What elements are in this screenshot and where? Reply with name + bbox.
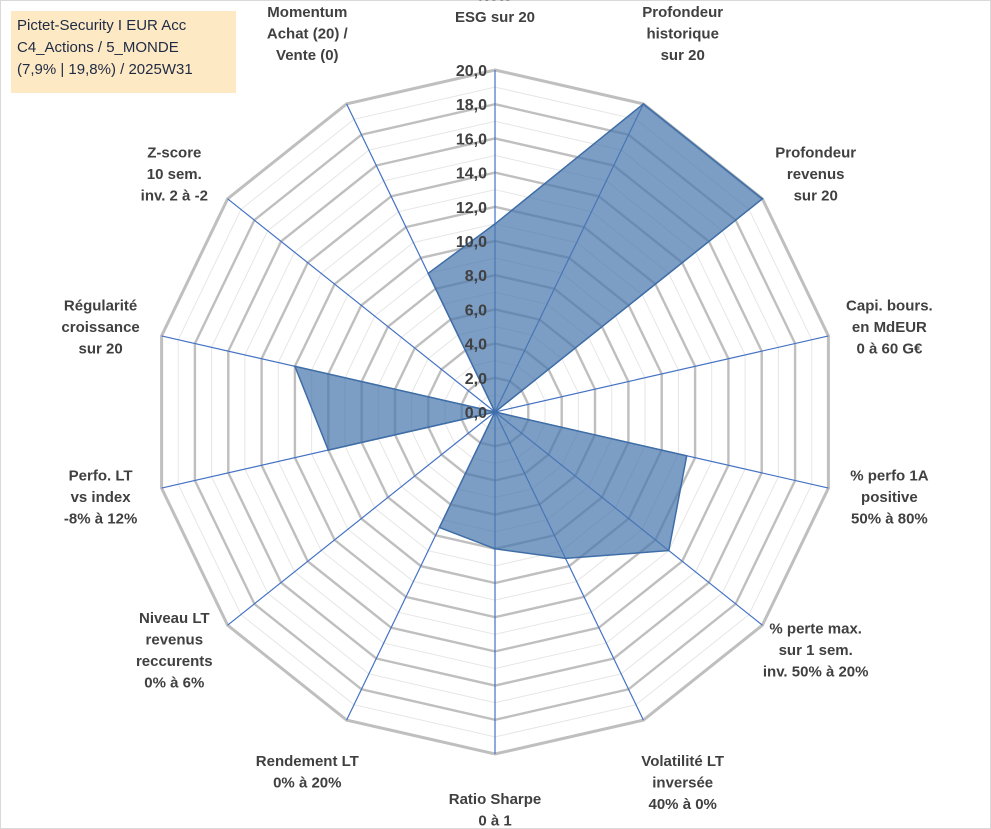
series-point [668,549,670,552]
axis-label-line: Momentum [267,4,347,21]
series-point [564,557,567,560]
series-point [494,411,496,413]
axis-label: Rendement LT 0% à 20% [256,753,359,792]
axis-label: Ratio Sharpe 0 à 1 [449,791,542,829]
series-area [293,102,764,560]
axis-label-line: % perfo 1A [850,468,929,485]
chart-title-box: Pictet-Security I EUR Acc C4_Actions / 5… [11,11,236,93]
axis-label-line: 0 à 1 [478,813,511,829]
axis-label-line: % perte max. [769,621,862,638]
series-point [438,526,441,529]
axis-label-line: Capi. bours. [846,298,933,315]
tick-label: 6,0 [465,302,487,319]
tick-label: 12,0 [456,200,487,217]
tick-label: 2,0 [465,371,487,388]
axis-label-line: Régularité [64,298,137,315]
axis-label-line: 0% à 6% [144,674,204,691]
series-point [761,198,764,200]
axis-label-line: sur 20 [661,47,705,64]
tick-label: 4,0 [465,337,487,354]
axis-label-line: revenus [787,166,845,183]
axis-spoke [227,411,496,626]
axis-label-line: Ratio Sharpe [449,791,542,808]
axis-label-line: sur 20 [78,341,122,358]
series-point [642,103,645,105]
axis-label-line: Vente (0) [276,47,339,64]
axis-label-line: Note [478,0,511,5]
axis-label: Volatilité LT inversée 40% à 0% [641,753,724,813]
series-point [685,455,688,457]
axis-label-line: en MdEUR [852,319,927,336]
tick-label: 18,0 [456,97,487,114]
tick-label: 20,0 [456,63,487,80]
series-point [327,449,330,451]
series-point [427,272,430,275]
axis-label-line: Perfo. LT [69,468,133,485]
axis-label: Note ESG sur 20 [455,0,535,26]
tick-label: 10,0 [456,234,487,251]
axis-label-line: inv. 50% à 20% [763,664,869,681]
axis-label-line: revenus [146,631,204,648]
axis-label-line: Volatilité LT [641,753,724,770]
tick-label-layer: 0,0 2,0 4,0 6,0 8,0 10,0 12,0 14,0 16,0 18,0 20,0 [456,63,487,422]
series-point [494,223,496,225]
axis-label-line: croissance [61,319,139,336]
axis-label: Profondeur historique sur 20 [642,4,723,64]
axis-label-line: 50% à 80% [851,511,928,528]
axis-label: Z-score 10 sem. inv. 2 à -2 [141,144,208,204]
axis-label-line: ESG sur 20 [455,9,535,26]
axis-label-line: vs index [71,489,132,506]
axis-label-line: 40% à 0% [649,796,717,813]
axis-label-line: 0 à 60 G€ [856,341,923,358]
axis-label: Perfo. LT vs index -8% à 12% [64,468,137,528]
axis-label-line: sur 20 [794,187,838,204]
tick-label: 0,0 [465,405,487,422]
title-line-category: C4_Actions / 5_MONDE [17,39,179,56]
axis-label-line: inv. 2 à -2 [141,187,208,204]
axis-label: % perfo 1A positive 50% à 80% [850,468,929,528]
axis-label-line: Achat (20) / [267,25,349,42]
axis-label-line: Profondeur [642,4,723,21]
axis-label: Niveau LT revenus reccurents 0% à 6% [136,610,213,692]
title-line-fund: Pictet-Security I EUR Acc [17,17,187,34]
axis-label-line: -8% à 12% [64,511,137,528]
axis-label-line: Z-score [147,144,201,161]
axis-label-line: 10 sem. [147,166,202,183]
axis-label-line: positive [861,489,918,506]
series-point [294,365,296,368]
axis-spoke [227,198,496,413]
series-point [494,548,496,550]
tick-label: 14,0 [456,166,487,183]
axis-label-line: 0% à 20% [273,775,341,792]
axis-label: Régularité croissance sur 20 [61,298,139,358]
axis-label-line: Rendement LT [256,753,359,770]
axis-label-line: inversée [652,775,713,792]
axis-label-line: sur 1 sem. [779,642,853,659]
axis-label-line: historique [646,25,719,42]
axis-label-line: Profondeur [775,144,856,161]
series-layer [293,102,764,560]
title-line-stats: (7,9% | 19,8%) / 2025W31 [17,61,193,78]
axis-label-layer: Note ESG sur 20 Profondeur historique sur 20… [61,0,932,829]
axis-label-line: reccurents [136,653,213,670]
tick-label: 16,0 [456,131,487,148]
axis-label: Capi. bours. en MdEUR 0 à 60 G€ [846,298,933,358]
axis-label: % perte max. sur 1 sem. inv. 50% à 20% [763,621,869,681]
axis-label: Momentum Achat (20) / Vente (0) [267,4,349,64]
axis-label-line: Niveau LT [139,610,210,627]
axis-spoke [494,335,829,413]
axis-label: Profondeur revenus sur 20 [775,144,856,204]
tick-label: 8,0 [465,268,487,285]
